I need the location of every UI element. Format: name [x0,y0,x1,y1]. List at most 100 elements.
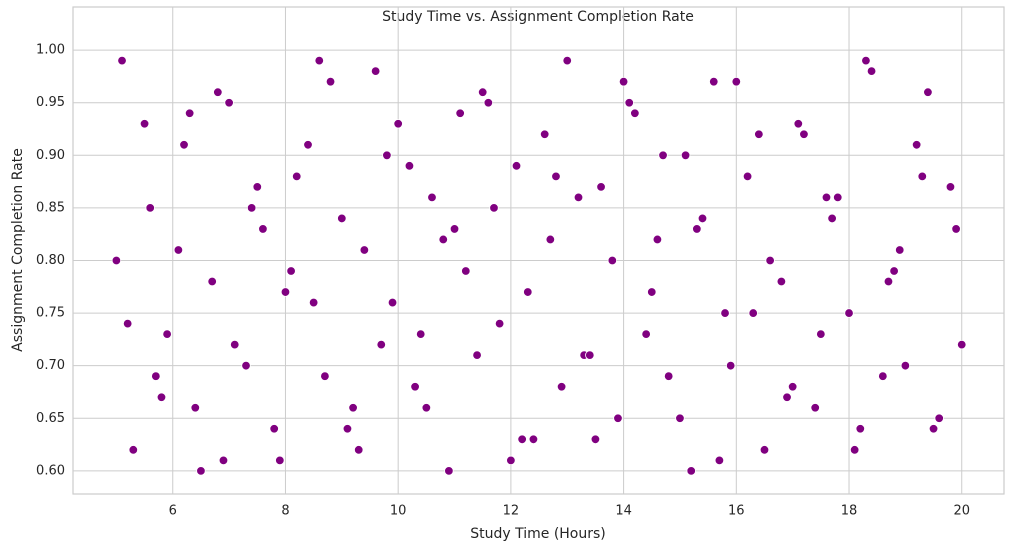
point [292,171,302,182]
point [799,129,809,139]
point [539,129,550,139]
point [348,403,358,413]
point [303,140,313,150]
point [494,318,505,329]
point [742,171,753,182]
point [280,287,291,297]
x-tick-label: 14 [615,504,632,519]
y-tick-label: 0.60 [36,463,65,478]
point [444,466,454,476]
point [934,413,944,423]
x-tick-label: 16 [728,504,745,519]
y-tick-label: 0.95 [36,95,65,110]
point [911,140,922,150]
point [461,266,471,276]
point [325,76,336,87]
y-tick-label: 0.70 [36,358,65,373]
point [900,360,911,371]
point [472,350,482,360]
point [675,413,685,423]
point [883,276,894,287]
point [951,224,961,234]
y-tick-label: 0.80 [36,253,65,268]
y-tick-label: 0.65 [36,411,65,426]
point [590,434,601,445]
point [421,403,432,413]
point [517,434,527,445]
point [844,308,854,318]
point [128,445,139,455]
point [410,382,420,392]
point [556,382,567,392]
plot-area [72,6,1005,495]
point [139,119,150,129]
point [759,445,770,455]
point [787,382,798,392]
chart-title: Study Time vs. Assignment Completion Rat… [382,9,694,25]
point [387,297,398,308]
point [816,329,826,339]
point [720,308,730,318]
point [624,98,634,108]
point [196,466,206,476]
point [359,245,370,255]
point [489,203,499,213]
point [810,403,820,413]
point [765,255,775,266]
point [686,466,696,476]
point [923,87,933,97]
point [224,98,234,108]
point [230,339,240,350]
point [793,119,804,129]
point [252,182,262,192]
point [917,171,927,182]
point [652,234,663,245]
x-tick-label: 12 [503,504,520,519]
point [725,360,736,371]
point [957,339,967,350]
point [337,213,347,224]
point [416,329,426,339]
point [551,171,561,182]
point [404,161,415,171]
y-tick-label: 1.00 [36,43,65,58]
point [246,203,257,213]
point [207,276,217,287]
point [866,66,877,76]
point [122,318,133,329]
point [370,66,381,76]
point [478,87,488,97]
point [173,245,184,255]
point [663,371,674,381]
point [483,98,494,108]
point [218,455,229,466]
point [184,108,195,118]
point [618,76,629,87]
x-axis-label: Study Time (Hours) [470,526,606,542]
point [776,276,787,287]
y-axis-label: Assignment Completion Rate [10,148,26,352]
point [117,55,127,66]
point [455,108,465,118]
point [162,329,172,339]
point [258,224,268,234]
point [151,371,161,381]
point [821,192,832,203]
x-tick-label: 6 [169,504,177,519]
point [630,108,640,118]
point [427,192,437,203]
point [731,76,742,87]
point [861,55,871,66]
point [376,339,386,350]
point [889,266,899,276]
point [528,434,539,445]
point [506,455,516,466]
point [511,161,522,171]
point [748,308,758,318]
point [754,129,764,139]
point [613,413,623,423]
point [714,455,725,466]
point [641,329,651,339]
point [449,224,460,234]
